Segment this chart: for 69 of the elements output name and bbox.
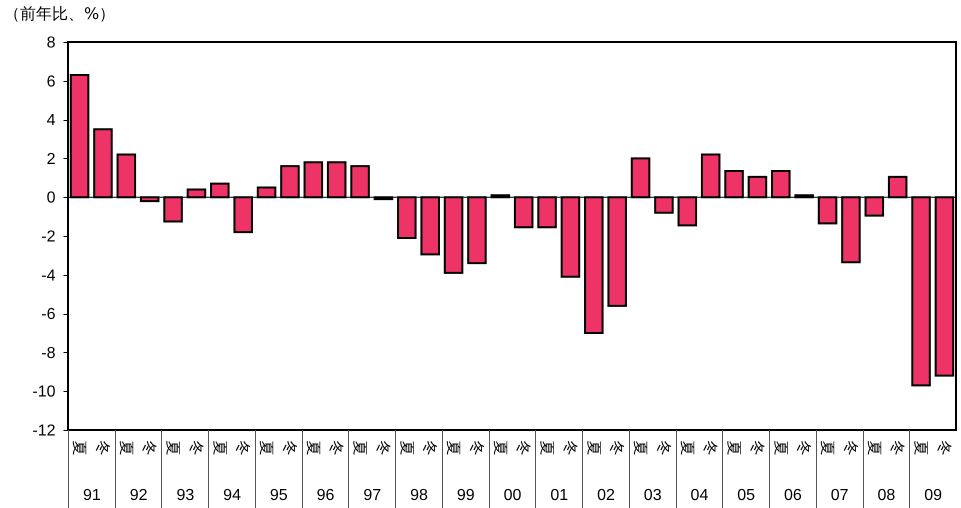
y-tick-label: 2	[46, 150, 56, 168]
x-tick-label: 冬	[468, 440, 486, 456]
y-tick-label: -4	[41, 267, 56, 284]
x-tick-label: 夏	[398, 440, 416, 456]
x-tick-label: 冬	[654, 440, 673, 456]
y-tick-label: 8	[46, 34, 56, 52]
text: 92	[130, 487, 148, 504]
text: 09	[924, 487, 942, 504]
text: 04	[690, 487, 708, 504]
x-tick-label: 冬	[94, 440, 112, 456]
y-tick-label: -2	[41, 228, 56, 246]
x-tick-label: 冬	[748, 440, 766, 456]
x-tick-label: 冬	[514, 440, 533, 456]
text: 97	[363, 487, 382, 504]
x-tick-label: 夏	[70, 440, 89, 456]
x-tick-label: 夏	[444, 440, 463, 456]
text: 91	[82, 487, 101, 504]
y-axis-title: （前年比、%）	[4, 4, 116, 25]
x-tick-label: 冬	[328, 440, 346, 456]
text: 07	[830, 487, 849, 504]
text: 02	[597, 487, 615, 504]
y-tick-label: -8	[41, 344, 56, 362]
text: 06	[784, 487, 802, 504]
text: 03	[644, 487, 662, 504]
x-tick-label: 冬	[795, 440, 814, 456]
x-tick-label: 冬	[888, 440, 907, 456]
text: 01	[550, 487, 568, 504]
x-tick-label: 夏	[538, 440, 556, 456]
x-tick-label: 夏	[258, 440, 276, 456]
x-tick-label: 冬	[842, 440, 860, 456]
x-tick-label: 冬	[140, 440, 159, 456]
text: 99	[456, 487, 475, 504]
y-tick-label: -10	[32, 384, 56, 401]
y-tick-label: -12	[32, 422, 56, 440]
x-tick-label: 夏	[584, 440, 603, 456]
text: 08	[877, 487, 896, 504]
text: 93	[176, 487, 194, 504]
x-tick-label: 冬	[234, 440, 252, 456]
x-tick-label: 夏	[210, 440, 229, 456]
y-tick-label: -6	[41, 306, 56, 324]
x-tick-label: 夏	[678, 440, 696, 456]
x-tick-label: 冬	[421, 440, 440, 456]
x-tick-label: 冬	[187, 440, 206, 456]
y-tick-label: 0	[46, 190, 56, 207]
x-tick-label: 冬	[374, 440, 392, 456]
x-tick-label: 冬	[280, 440, 299, 456]
x-tick-label: 夏	[818, 440, 837, 456]
text: 00	[504, 487, 522, 504]
x-tick-label: 夏	[772, 440, 790, 456]
text: 98	[410, 487, 428, 504]
text: 94	[223, 487, 241, 504]
x-tick-label: 冬	[935, 440, 954, 456]
x-tick-label: 夏	[304, 440, 322, 456]
x-tick-label: 夏	[632, 440, 650, 456]
x-tick-label: 夏	[117, 440, 136, 456]
x-tick-label: 冬	[608, 440, 626, 456]
x-tick-label: 夏	[351, 440, 370, 456]
text: 05	[737, 487, 756, 504]
text: 95	[270, 487, 288, 504]
x-tick-label: 冬	[702, 440, 720, 456]
text: 96	[316, 487, 334, 504]
x-tick-label: 夏	[865, 440, 884, 456]
x-tick-label: 夏	[164, 440, 182, 456]
x-tick-label: 夏	[912, 440, 930, 456]
x-tick-label: 冬	[561, 440, 580, 456]
x-tick-label: 夏	[725, 440, 744, 456]
y-tick-label: 6	[46, 73, 56, 90]
x-tick-label: 夏	[491, 440, 510, 456]
y-tick-label: 4	[46, 112, 56, 130]
